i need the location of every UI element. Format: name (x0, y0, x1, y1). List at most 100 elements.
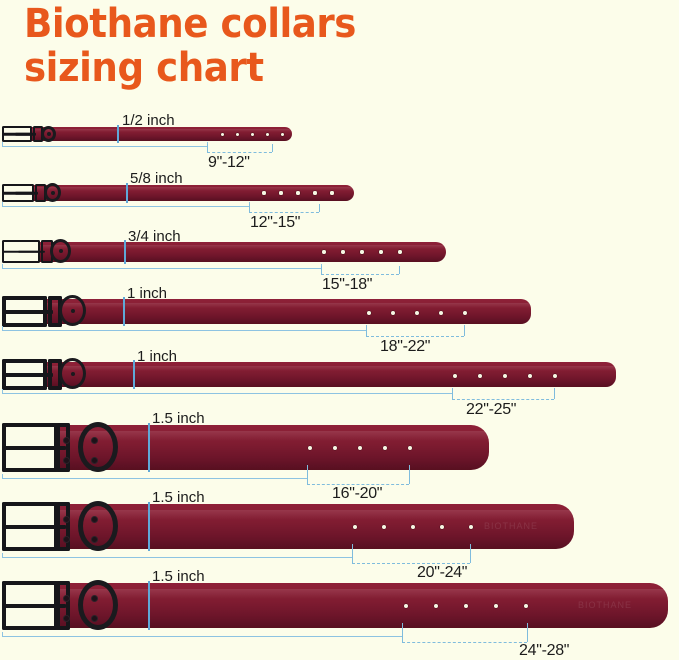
d-ring (41, 126, 56, 142)
adjustment-hole (528, 374, 532, 378)
strap-gloss (18, 244, 446, 250)
rivet (63, 437, 70, 444)
adjustment-hole (398, 250, 402, 254)
length-bracket (352, 563, 470, 564)
width-measure-line (148, 581, 150, 630)
adjustment-hole (382, 445, 388, 451)
adjustment-hole (391, 311, 395, 315)
d-ring-pin (50, 190, 55, 195)
length-label: 20"-24" (417, 564, 468, 581)
length-bracket-tick-right (464, 325, 465, 336)
adjustment-hole (307, 445, 313, 451)
length-bracket-tick-right (409, 465, 410, 484)
length-bracket-tick-right (319, 204, 320, 212)
brand-emboss: BIOTHANE (578, 599, 633, 610)
length-base-tick-left (2, 553, 3, 558)
brand-emboss: BIOTHANE (484, 520, 539, 531)
strap-gloss (22, 365, 616, 371)
rivet (91, 516, 98, 523)
rivet (91, 615, 98, 622)
width-measure-line (126, 183, 128, 203)
length-bracket-tick-left (207, 144, 208, 152)
width-measure-line (123, 297, 125, 326)
adjustment-hole (523, 603, 529, 609)
buckle-tongue (25, 445, 66, 450)
adjustment-hole (352, 524, 358, 530)
adjustment-hole (410, 524, 416, 530)
length-base-line (2, 268, 321, 269)
adjustment-hole (381, 524, 387, 530)
width-label: 1.5 inch (152, 568, 205, 585)
length-bracket-tick-right (272, 144, 273, 152)
d-ring-pin (58, 249, 63, 253)
length-base-line (2, 146, 207, 147)
adjustment-hole (313, 191, 317, 195)
length-bracket-tick-left (452, 388, 453, 399)
collar-strap (18, 242, 446, 262)
length-bracket-tick-left (366, 325, 367, 336)
adjustment-hole (280, 132, 284, 136)
length-label: 15"-18" (322, 276, 373, 293)
d-ring (59, 358, 86, 389)
buckle-tongue (20, 309, 54, 314)
width-measure-line (148, 502, 150, 551)
strap-keeper (56, 423, 70, 472)
rivet (63, 615, 70, 622)
d-ring (50, 239, 71, 263)
collar-strap: BIOTHANE (28, 583, 668, 628)
d-ring (44, 183, 61, 202)
adjustment-hole (503, 374, 507, 378)
adjustment-hole (403, 603, 409, 609)
adjustment-hole (463, 603, 469, 609)
rivet (91, 457, 98, 464)
adjustment-hole (478, 374, 482, 378)
adjustment-hole (439, 311, 443, 315)
length-bracket (366, 336, 464, 337)
length-label: 12"-15" (250, 214, 301, 231)
length-label: 18"-22" (380, 338, 431, 355)
length-base-tick-left (2, 474, 3, 479)
d-ring-pin (70, 371, 75, 376)
length-base-line (2, 393, 452, 394)
width-label: 1.5 inch (152, 489, 205, 506)
d-ring (59, 295, 86, 326)
adjustment-hole (360, 250, 364, 254)
width-measure-line (133, 360, 135, 389)
page-title: Biothane collars sizing chart (24, 1, 356, 91)
length-base-line (2, 557, 352, 558)
strap-gloss (22, 302, 531, 308)
buckle-tongue (15, 191, 39, 195)
length-bracket (207, 152, 272, 153)
adjustment-hole (341, 250, 345, 254)
rivet (63, 595, 70, 602)
d-ring (78, 422, 118, 472)
collar-strap (22, 362, 616, 387)
adjustment-hole (332, 445, 338, 451)
adjustment-hole (262, 191, 266, 195)
length-bracket (249, 212, 319, 213)
adjustment-hole (468, 524, 474, 530)
length-base-tick-left (2, 142, 3, 147)
adjustment-hole (493, 603, 499, 609)
buckle-tongue (20, 372, 54, 377)
adjustment-hole (296, 191, 300, 195)
length-base-tick-left (2, 389, 3, 394)
rivet (63, 457, 70, 464)
width-label: 1.5 inch (152, 410, 205, 427)
length-base-line (2, 636, 402, 637)
buckle-tongue (14, 132, 37, 136)
d-ring (78, 580, 118, 630)
adjustment-hole (453, 374, 457, 378)
width-label: 1 inch (137, 348, 178, 365)
buckle-tongue (25, 603, 66, 608)
adjustment-hole (220, 132, 224, 136)
length-base-line (2, 478, 307, 479)
adjustment-hole (250, 132, 254, 136)
d-ring (78, 501, 118, 551)
rivet (91, 536, 98, 543)
length-bracket-tick-right (527, 623, 528, 642)
adjustment-hole (415, 311, 419, 315)
d-ring-pin (70, 308, 75, 313)
adjustment-hole (379, 250, 383, 254)
